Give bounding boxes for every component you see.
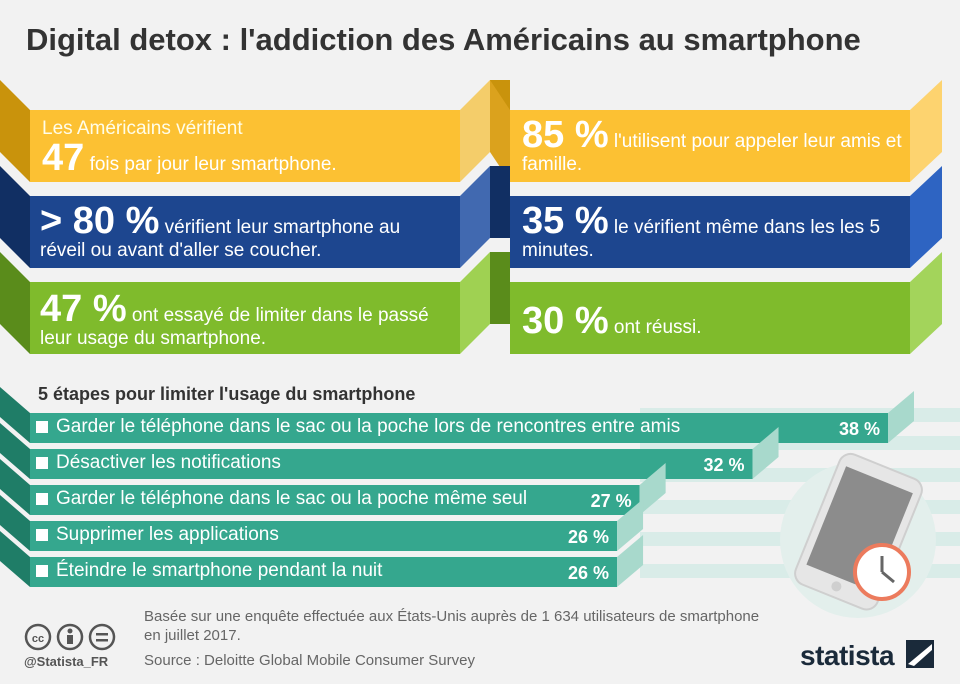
stat-right-1: 85 % l'utilisent pour appeler leur amis … xyxy=(522,116,902,175)
bullet-icon xyxy=(36,529,48,541)
stat-right-3: 30 % ont réussi. xyxy=(522,302,902,340)
bar xyxy=(30,449,753,479)
chart-title: 5 étapes pour limiter l'usage du smartph… xyxy=(38,384,416,404)
stat-left-1-pre: Les Américains vérifient xyxy=(42,118,243,139)
stat-left-3: 47 % ont essayé de limiter dans le passé… xyxy=(40,290,450,349)
statista-logo-icon xyxy=(906,640,934,668)
ribbon-blue xyxy=(0,166,942,268)
stat-right-2-post: le vérifient même dans les les 5 minutes… xyxy=(522,217,881,261)
bullet-icon xyxy=(36,565,48,577)
bar xyxy=(30,413,888,443)
bars-group xyxy=(0,387,914,587)
stat-left-1: Les Américains vérifient 47 fois par jou… xyxy=(42,118,452,177)
bar-end-fold xyxy=(888,391,914,443)
bar-category-text: Supprimer les applications xyxy=(56,524,279,545)
bar-fold xyxy=(0,423,30,479)
bar xyxy=(30,521,618,551)
bar-fold xyxy=(0,495,30,551)
bar-fold xyxy=(0,459,30,515)
footer-handle: @Statista_FR xyxy=(24,654,109,669)
bar xyxy=(30,557,618,587)
bar-category-label: Désactiver les notifications xyxy=(36,452,281,474)
bullet-icon xyxy=(36,421,48,433)
ribbon-green xyxy=(0,252,942,354)
bar-fold xyxy=(0,387,30,443)
bar-category-text: Éteindre le smartphone pendant la nuit xyxy=(56,560,383,581)
bar-fold xyxy=(0,531,30,587)
footer-note: Basée sur une enquête effectuée aux État… xyxy=(144,608,760,644)
stat-right-1-post: l'utilisent pour appeler leur amis et fa… xyxy=(522,131,902,175)
bar-value-label: 38 % xyxy=(838,419,880,439)
bar-end-fold xyxy=(617,499,644,551)
bar-value-label: 32 % xyxy=(703,455,745,475)
bar-category-text: Désactiver les notifications xyxy=(56,452,281,473)
svg-text:cc: cc xyxy=(32,633,44,645)
bullet-icon xyxy=(36,493,48,505)
bar-category-label: Éteindre le smartphone pendant la nuit xyxy=(36,560,382,582)
page-title: Digital detox : l'addiction des Américai… xyxy=(26,22,861,57)
bar-value-label: 26 % xyxy=(568,563,610,583)
bar-value-label: 27 % xyxy=(590,491,632,511)
stat-left-2-post: vérifient leur smartphone au réveil ou a… xyxy=(40,217,401,261)
bar-category-text: Garder le téléphone dans le sac ou la po… xyxy=(56,416,681,437)
stat-right-2: 35 % le vérifient même dans les les 5 mi… xyxy=(522,202,902,261)
brand-logo: statista xyxy=(800,640,895,671)
stat-left-3-big: 47 % xyxy=(40,288,127,330)
stat-right-1-big: 85 % xyxy=(522,114,609,156)
bar-category-label: Supprimer les applications xyxy=(36,524,279,546)
bullet-icon xyxy=(36,457,48,469)
stat-left-2: > 80 % vérifient leur smartphone au réve… xyxy=(40,202,450,261)
bar-end-fold xyxy=(617,535,644,587)
bar-category-text: Garder le téléphone dans le sac ou la po… xyxy=(56,488,528,509)
equals-icon xyxy=(88,623,116,651)
stat-left-2-big: > 80 % xyxy=(40,200,160,242)
footer-source: Source : Deloitte Global Mobile Consumer… xyxy=(144,652,475,669)
bar-category-label: Garder le téléphone dans le sac ou la po… xyxy=(36,416,680,438)
stat-left-1-post: fois par jour leur smartphone. xyxy=(89,154,337,175)
stat-right-3-big: 30 % xyxy=(522,300,609,342)
clock-icon xyxy=(853,543,911,601)
stat-left-3-post: ont essayé de limiter dans le passé leur… xyxy=(40,305,429,349)
stat-left-1-big: 47 xyxy=(42,137,85,179)
cc-icon: cc xyxy=(24,623,52,651)
stat-right-3-post: ont réussi. xyxy=(613,317,702,338)
bar-category-label: Garder le téléphone dans le sac ou la po… xyxy=(36,488,527,510)
bar-end-fold xyxy=(752,427,779,479)
ribbon-yellow xyxy=(0,80,942,182)
bar xyxy=(30,485,640,515)
bar-value-label: 26 % xyxy=(568,527,610,547)
person-icon xyxy=(56,623,84,651)
bar-end-fold xyxy=(639,463,666,515)
stat-right-2-big: 35 % xyxy=(522,200,609,242)
